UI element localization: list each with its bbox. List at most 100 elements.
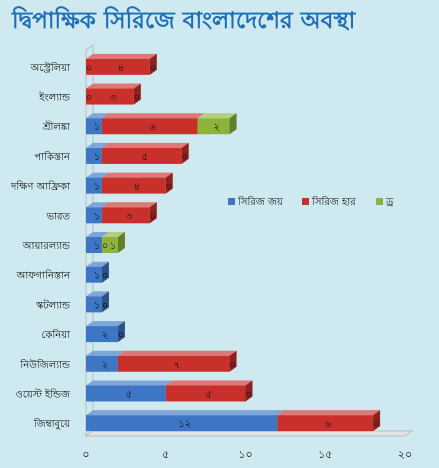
data-label: ০ [134, 93, 141, 104]
data-label: ০ [245, 389, 252, 400]
category-label: ওয়েস্ট ইন্ডিজ [15, 387, 71, 400]
data-label: ২ [213, 122, 220, 133]
category-label: শ্রীলঙ্কা [42, 120, 71, 133]
bar-top [86, 321, 125, 327]
data-label: ৫ [205, 389, 212, 400]
data-label: ১ [94, 241, 101, 252]
bar-side [149, 202, 157, 224]
data-label: ০ [118, 330, 125, 341]
x-tick-label: ০ [82, 448, 89, 461]
bar-top [101, 232, 125, 237]
bar-top [86, 83, 141, 89]
bar-top [86, 350, 125, 356]
data-label: ১ [94, 300, 101, 311]
bar-top [86, 410, 285, 416]
data-label: ০ [150, 211, 157, 222]
category-label: পাকিস্তান [34, 151, 71, 163]
data-label: ০ [102, 300, 109, 311]
bar-top [86, 202, 109, 208]
legend-label: সিরিজ হার [311, 196, 356, 208]
bar-top [101, 142, 189, 148]
bar-segment [86, 385, 166, 402]
data-label: ০ [181, 152, 188, 163]
bar-segment [101, 177, 166, 194]
x-tick-label: ২০ [398, 448, 412, 461]
chart-title: দ্বিপাক্ষিক সিরিজে বাংলাদেশের অবস্থা [12, 8, 356, 34]
data-label: ১ [110, 241, 117, 252]
bar-segment [197, 118, 230, 135]
data-label: ০ [118, 330, 125, 341]
bar-side [117, 321, 125, 343]
bar-segment [86, 118, 102, 135]
bar-top [86, 113, 109, 119]
bar-top [86, 261, 109, 267]
legend-label: সিরিজ জয় [237, 196, 284, 208]
bar-segment [86, 237, 102, 253]
category-label: দক্ষিণ আফ্রিকা [10, 181, 71, 193]
data-label: ০ [150, 63, 157, 74]
data-label: ৬ [150, 122, 157, 133]
data-label: ০ [102, 271, 109, 282]
data-label: ০ [165, 182, 172, 193]
category-label: কেনিয়া [41, 329, 71, 341]
bar-top [101, 113, 205, 119]
bar-top [86, 53, 157, 59]
data-label: ৩ [110, 93, 117, 104]
legend-swatch [228, 198, 235, 205]
bar-top [86, 380, 173, 386]
bar-segment [86, 415, 278, 432]
bar-segment [277, 415, 374, 432]
legend-swatch [376, 198, 383, 205]
bar-segment [86, 266, 102, 283]
bar-segment [101, 237, 118, 253]
bar-segment [117, 355, 230, 372]
bar-segment [86, 147, 102, 164]
bar-segment [86, 177, 102, 194]
data-label: ৪ [118, 63, 125, 74]
bar-top [86, 142, 109, 148]
bar-segment [101, 147, 182, 164]
bar-segment [86, 58, 150, 75]
category-label: জিম্বাবুয়ে [33, 418, 71, 430]
bar-top [197, 113, 237, 119]
bar-side [181, 142, 189, 164]
data-label: ৩ [126, 211, 133, 222]
data-label: ১ [94, 122, 101, 133]
data-label: ০ [102, 300, 109, 311]
data-label: ১ [94, 271, 101, 282]
bar-side [133, 83, 141, 105]
bar-side [229, 113, 237, 135]
data-label: ৪ [134, 182, 141, 193]
data-label: ৫ [126, 389, 133, 400]
category-label: স্কটল্যান্ড [35, 298, 71, 311]
bar-side [101, 261, 109, 283]
bar-top [165, 380, 253, 386]
x-tick-label: ৫ [162, 448, 169, 461]
data-label: ০ [86, 93, 93, 104]
data-label: ৭ [173, 360, 180, 371]
data-label: ৫ [142, 152, 149, 163]
data-label: ০ [102, 241, 109, 252]
bar-top [117, 350, 237, 356]
bar-side [165, 172, 173, 194]
bar-side [101, 291, 109, 313]
bar-top [86, 291, 109, 297]
bar-segment [86, 355, 118, 372]
category-label: আফগানিস্তান [16, 270, 71, 282]
bar-segment [101, 118, 198, 135]
x-tick-label: ১০ [238, 448, 252, 461]
bar-segment [86, 88, 134, 105]
category-label: ভারত [46, 211, 71, 222]
bar-segment [165, 385, 246, 402]
data-label: ২ [102, 330, 109, 341]
data-label: ১২ [178, 419, 191, 430]
bar-top [277, 410, 381, 416]
bar-segment [101, 207, 150, 224]
bar-side [373, 410, 381, 432]
category-label: ইংল্যান্ড [38, 92, 71, 104]
bar-segment [86, 296, 102, 313]
data-label: ০ [373, 419, 380, 430]
data-label: ৬ [325, 419, 332, 430]
bar-top [86, 232, 109, 237]
